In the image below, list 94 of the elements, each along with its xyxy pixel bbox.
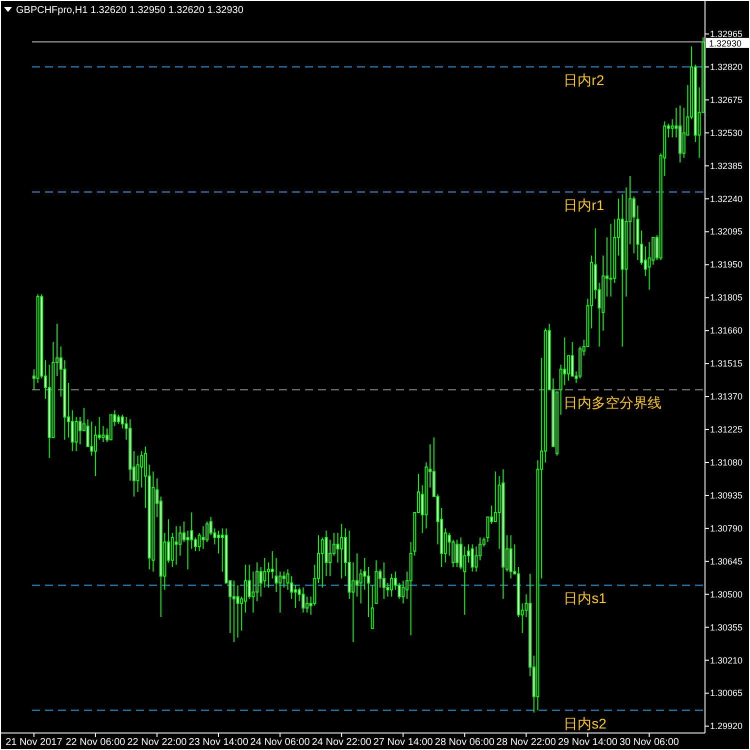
candlestick [186, 530, 190, 570]
candlestick [682, 107, 686, 158]
candlestick [648, 241, 651, 290]
y-tick-label: 1.32095 [710, 226, 743, 237]
candlestick [102, 426, 105, 443]
y-tick-label: 1.32385 [710, 160, 743, 171]
candlestick [352, 562, 355, 643]
candlestick [282, 571, 286, 588]
y-tick-label: 1.31370 [710, 392, 743, 402]
y-tick-label: 1.30935 [710, 490, 743, 500]
candlestick [232, 580, 236, 643]
candlestick [336, 532, 340, 564]
candlestick [236, 584, 240, 638]
y-tick-label: 1.31225 [710, 424, 743, 435]
candlestick [398, 582, 401, 600]
y-tick-label: 1.32820 [710, 62, 743, 72]
candlestick [117, 414, 120, 424]
chart-title: GBPCHFpro,H1 1.32620 1.32950 1.32620 1.32930 [16, 5, 244, 16]
x-tick-label: 29 Nov 14:00 [558, 737, 618, 748]
y-tick-label: 1.31950 [710, 260, 743, 270]
ref-line-label: 日内s2 [564, 715, 607, 732]
candlestick [470, 544, 474, 572]
y-tick-label: 1.30210 [710, 655, 743, 666]
y-tick-label: 1.31080 [710, 457, 743, 468]
candlestick [174, 526, 178, 566]
y-tick-label: 1.31515 [710, 358, 743, 369]
candlestick [244, 564, 247, 614]
candlestick [78, 416, 82, 445]
candlestick [136, 455, 140, 493]
x-tick-label: 24 Nov 22:00 [312, 737, 372, 748]
candlestick [178, 526, 182, 556]
x-tick-label: 28 Nov 06:00 [434, 737, 495, 748]
candlestick [205, 521, 208, 543]
y-tick-label: 1.31805 [710, 292, 743, 303]
candlestick [302, 587, 305, 614]
candlestick [255, 562, 258, 602]
x-tick-label: 30 Nov 06:00 [619, 737, 680, 748]
y-tick-label: 1.29920 [710, 721, 743, 732]
candlestick [382, 562, 386, 600]
candlestick [267, 562, 270, 588]
candlestick [340, 523, 344, 579]
candlestick [140, 450, 144, 488]
candlestick [509, 534, 512, 579]
ref-line-label: 日内r1 [564, 196, 604, 213]
y-tick-label: 1.32675 [710, 94, 743, 105]
x-tick-label: 28 Nov 22:00 [496, 737, 556, 748]
y-tick-label: 1.30645 [710, 556, 743, 566]
x-tick-label: 24 Nov 06:00 [250, 737, 310, 748]
candlestick [367, 566, 370, 618]
candlestick [455, 539, 458, 568]
y-tick-label: 1.32530 [710, 128, 743, 138]
ref-line-label: 日内r2 [564, 72, 604, 88]
candlestick [294, 584, 297, 608]
candlestick [305, 596, 308, 614]
candlestick [320, 536, 324, 588]
x-tick-label: 23 Nov 14:00 [188, 737, 249, 748]
y-tick-label: 1.30065 [710, 688, 743, 698]
y-tick-label: 1.32965 [710, 28, 743, 39]
candlestick [70, 410, 74, 452]
candlestick [74, 416, 78, 452]
x-tick-label: 27 Nov 14:00 [373, 737, 434, 748]
x-tick-label: 22 Nov 06:00 [66, 737, 126, 748]
ref-line-label: 日内多空分界线 [564, 394, 662, 411]
x-tick-label: 22 Nov 22:00 [127, 737, 188, 748]
candlestick [90, 421, 94, 456]
candlestick [355, 552, 358, 598]
candlestick [278, 571, 282, 614]
candlestick [182, 521, 186, 543]
candlestick [328, 539, 332, 577]
candlestick [94, 426, 97, 477]
ref-line-label: 1.32930 [709, 38, 742, 48]
candlestick [566, 355, 570, 382]
candlestick [494, 471, 497, 522]
candlestick [652, 236, 655, 266]
candlestick [217, 530, 220, 554]
candlestick [263, 557, 266, 588]
candlestick [252, 571, 255, 614]
y-tick-label: 1.30790 [710, 523, 743, 534]
candlestick [402, 580, 405, 604]
candlestick [290, 576, 294, 600]
candlestick [670, 118, 674, 138]
y-tick-label: 1.32240 [710, 194, 743, 204]
x-tick-label: 21 Nov 2017 [6, 737, 63, 748]
y-tick-label: 1.31660 [710, 326, 743, 336]
y-tick-label: 1.30355 [710, 622, 743, 632]
candlestick [286, 568, 290, 590]
candlestick [390, 573, 394, 598]
candlestick [474, 546, 478, 572]
y-tick-label: 1.30500 [710, 589, 743, 600]
ref-line-label: 日内s1 [564, 590, 607, 606]
candlestick [609, 223, 612, 298]
candlestick [202, 526, 205, 550]
candlestick [486, 516, 490, 543]
candlestick [563, 336, 566, 386]
